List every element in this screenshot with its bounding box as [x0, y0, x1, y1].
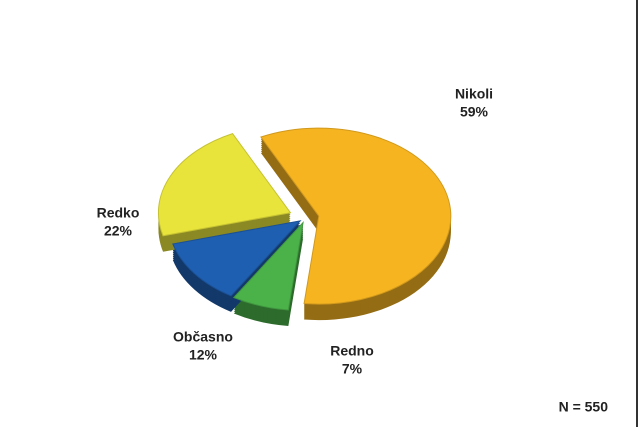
- slice: [157, 133, 292, 237]
- slice-label: Občasno: [173, 329, 233, 345]
- slice: [233, 220, 304, 311]
- slice-value-label: 7%: [342, 361, 363, 377]
- slice: [172, 220, 302, 297]
- slice: [260, 127, 452, 305]
- slice-value-label: 59%: [460, 104, 489, 120]
- slice-label: Redno: [330, 343, 374, 359]
- slice-value-label: 12%: [189, 347, 218, 363]
- annotation: N = 550: [559, 399, 609, 415]
- slice-value-label: 22%: [104, 223, 133, 239]
- slice-label: Redko: [97, 205, 140, 221]
- slice-label: Nikoli: [455, 86, 493, 102]
